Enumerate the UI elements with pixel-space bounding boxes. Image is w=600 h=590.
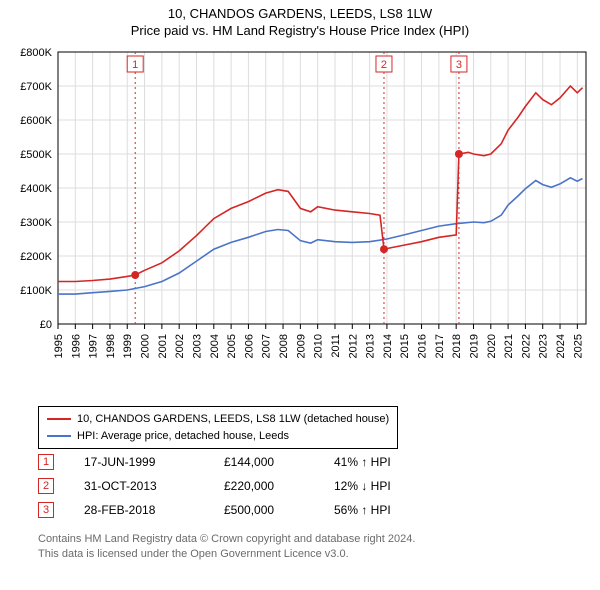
svg-text:2018: 2018 [451,334,463,358]
legend-swatch [47,418,71,420]
svg-text:2013: 2013 [365,334,377,358]
svg-text:2019: 2019 [468,334,480,358]
svg-text:2002: 2002 [174,334,186,358]
legend: 10, CHANDOS GARDENS, LEEDS, LS8 1LW (det… [38,406,398,449]
svg-text:2015: 2015 [399,334,411,358]
title-main: 10, CHANDOS GARDENS, LEEDS, LS8 1LW [0,6,600,21]
title-block: 10, CHANDOS GARDENS, LEEDS, LS8 1LW Pric… [0,0,600,38]
svg-text:2017: 2017 [434,334,446,358]
sales-table: 1 17-JUN-1999 £144,000 41% ↑ HPI 2 31-OC… [38,450,444,522]
figure-container: 10, CHANDOS GARDENS, LEEDS, LS8 1LW Pric… [0,0,600,590]
svg-text:£500K: £500K [20,149,52,161]
sale-price: £220,000 [224,479,334,493]
sale-row: 3 28-FEB-2018 £500,000 56% ↑ HPI [38,498,444,522]
sale-date: 28-FEB-2018 [84,503,224,517]
svg-text:2000: 2000 [140,334,152,358]
svg-text:£200K: £200K [20,251,52,263]
svg-text:2004: 2004 [209,334,221,358]
sale-row: 1 17-JUN-1999 £144,000 41% ↑ HPI [38,450,444,474]
svg-text:2012: 2012 [347,334,359,358]
svg-text:1998: 1998 [105,334,117,358]
svg-text:1997: 1997 [88,334,100,358]
svg-text:£400K: £400K [20,183,52,195]
svg-text:£300K: £300K [20,217,52,229]
svg-text:£700K: £700K [20,81,52,93]
svg-text:2023: 2023 [538,334,550,358]
sale-diff: 12% ↓ HPI [334,479,444,493]
svg-text:2020: 2020 [486,334,498,358]
svg-text:2016: 2016 [417,334,429,358]
sale-row: 2 31-OCT-2013 £220,000 12% ↓ HPI [38,474,444,498]
legend-label: HPI: Average price, detached house, Leed… [77,428,289,445]
footer: Contains HM Land Registry data © Crown c… [38,532,415,562]
svg-text:2: 2 [381,59,387,71]
sale-marker-icon: 1 [38,454,54,470]
legend-row: 10, CHANDOS GARDENS, LEEDS, LS8 1LW (det… [47,411,389,428]
svg-text:2024: 2024 [555,334,567,358]
svg-text:2025: 2025 [572,334,584,358]
footer-line: This data is licensed under the Open Gov… [38,547,415,562]
svg-text:2014: 2014 [382,334,394,358]
svg-text:2008: 2008 [278,334,290,358]
svg-text:2010: 2010 [313,334,325,358]
svg-text:2007: 2007 [261,334,273,358]
svg-text:1999: 1999 [122,334,134,358]
svg-text:1996: 1996 [70,334,82,358]
svg-text:2021: 2021 [503,334,515,358]
sale-date: 17-JUN-1999 [84,455,224,469]
svg-text:3: 3 [456,59,462,71]
svg-text:£0: £0 [40,319,52,331]
svg-text:1: 1 [132,59,138,71]
svg-text:2009: 2009 [295,334,307,358]
sale-marker-icon: 2 [38,478,54,494]
svg-text:1995: 1995 [53,334,65,358]
svg-text:2001: 2001 [157,334,169,358]
svg-text:2006: 2006 [243,334,255,358]
svg-text:2022: 2022 [520,334,532,358]
sale-diff: 56% ↑ HPI [334,503,444,517]
legend-label: 10, CHANDOS GARDENS, LEEDS, LS8 1LW (det… [77,411,389,428]
title-sub: Price paid vs. HM Land Registry's House … [0,23,600,38]
chart: £0 £100K £200K £300K £400K £500K £600K £700K £80… [0,46,600,396]
svg-text:£100K: £100K [20,285,52,297]
svg-text:2005: 2005 [226,334,238,358]
legend-row: HPI: Average price, detached house, Leed… [47,428,389,445]
svg-text:2011: 2011 [330,334,342,358]
chart-svg: £0 £100K £200K £300K £400K £500K £600K £700K £80… [0,46,600,396]
svg-text:£600K: £600K [20,115,52,127]
svg-text:£800K: £800K [20,47,52,59]
sale-diff: 41% ↑ HPI [334,455,444,469]
svg-text:2003: 2003 [191,334,203,358]
sale-marker-icon: 3 [38,502,54,518]
sale-date: 31-OCT-2013 [84,479,224,493]
sale-price: £500,000 [224,503,334,517]
legend-swatch [47,435,71,437]
sale-price: £144,000 [224,455,334,469]
footer-line: Contains HM Land Registry data © Crown c… [38,532,415,547]
